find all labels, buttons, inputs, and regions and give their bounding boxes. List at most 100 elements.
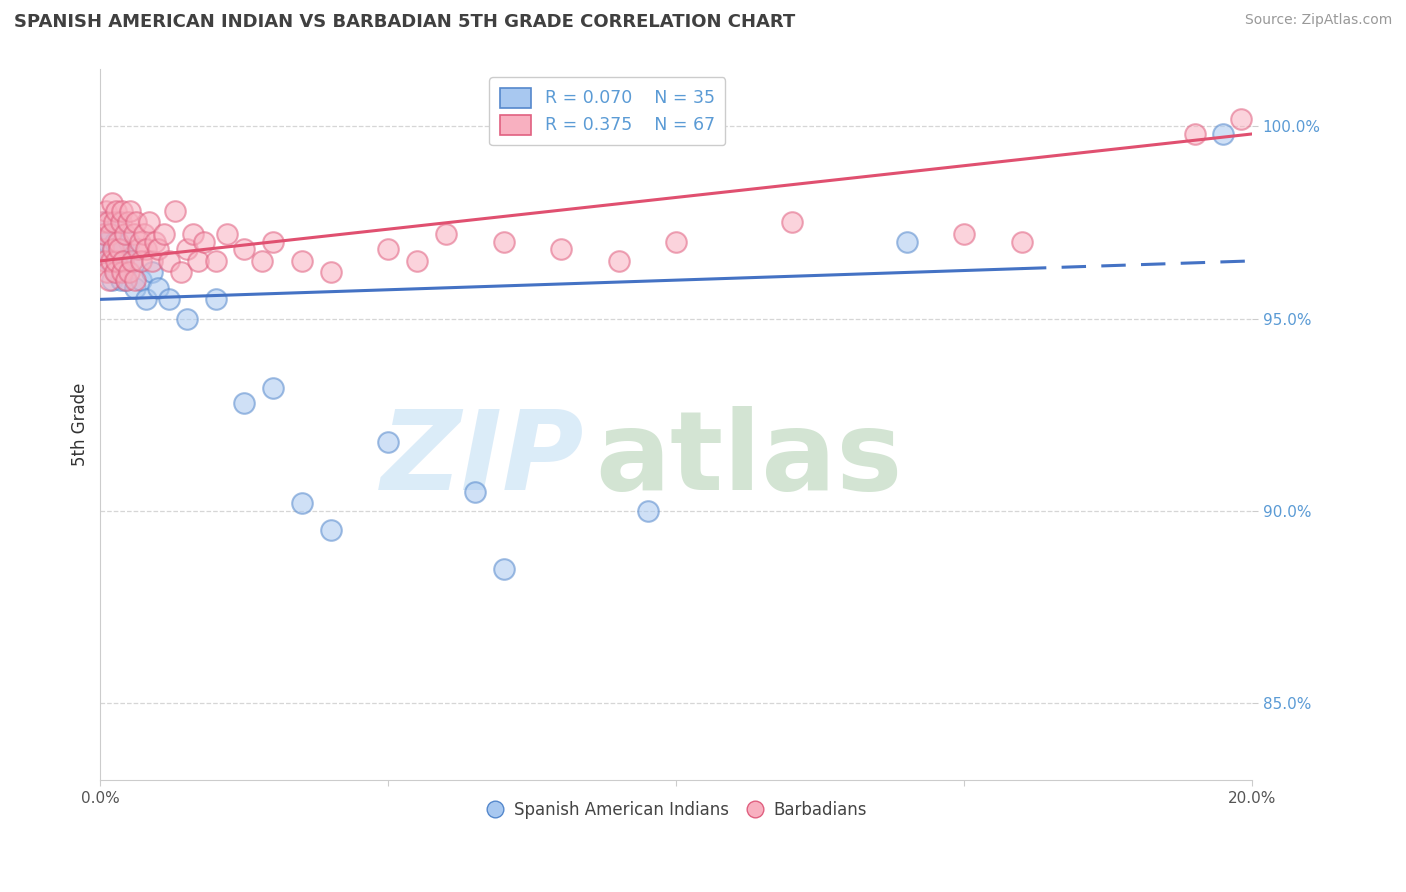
Point (132, 227, 155, 241)
Point (165, 203, 187, 218)
Point (141, 253, 163, 268)
Point (492, 562, 515, 576)
Point (125, 215, 148, 229)
Point (128, 235, 150, 249)
Point (114, 227, 136, 241)
Point (112, 243, 135, 257)
Point (138, 215, 160, 229)
Point (124, 273, 146, 287)
Point (233, 243, 256, 257)
Text: atlas: atlas (596, 407, 903, 514)
Point (105, 265, 128, 279)
Point (111, 203, 134, 218)
Point (115, 273, 138, 287)
Point (1011, 235, 1033, 249)
Point (143, 235, 166, 249)
Point (100, 227, 122, 241)
Point (104, 265, 127, 279)
Point (111, 265, 134, 279)
Point (91, 227, 114, 241)
Point (91, 243, 114, 257)
Point (159, 253, 181, 268)
Point (100, 253, 122, 268)
Point (607, 253, 630, 268)
Point (101, 196, 124, 211)
Point (1184, 127, 1206, 141)
Point (146, 243, 169, 257)
Point (110, 273, 132, 287)
Point (665, 235, 688, 249)
Point (550, 243, 572, 257)
Point (896, 235, 918, 249)
Point (121, 253, 143, 268)
Point (111, 253, 134, 268)
Point (122, 227, 145, 241)
Point (406, 253, 429, 268)
Point (129, 273, 152, 287)
Point (124, 281, 146, 295)
Point (103, 215, 125, 229)
Point (146, 281, 169, 295)
Point (94, 253, 117, 268)
Point (104, 235, 127, 249)
Point (135, 293, 157, 307)
Point (159, 293, 181, 307)
Point (129, 253, 152, 268)
Legend: Spanish American Indians, Barbadians: Spanish American Indians, Barbadians (478, 794, 875, 825)
Point (107, 243, 129, 257)
Point (112, 253, 135, 268)
Point (492, 235, 515, 249)
Point (94, 243, 117, 257)
Point (110, 215, 132, 229)
Point (98, 253, 121, 268)
Point (98, 273, 121, 287)
Y-axis label: 5th Grade: 5th Grade (72, 383, 89, 467)
Point (377, 243, 399, 257)
Point (118, 265, 141, 279)
Point (96, 235, 118, 249)
Point (262, 381, 284, 395)
Point (204, 293, 226, 307)
Point (101, 243, 124, 257)
Point (176, 311, 198, 326)
Point (101, 273, 124, 287)
Point (181, 227, 204, 241)
Point (135, 243, 157, 257)
Point (464, 484, 486, 499)
Text: Source: ZipAtlas.com: Source: ZipAtlas.com (1244, 13, 1392, 28)
Point (94, 215, 117, 229)
Point (127, 243, 149, 257)
Point (319, 265, 342, 279)
Text: ZIP: ZIP (381, 407, 583, 514)
Point (91, 215, 114, 229)
Point (104, 203, 127, 218)
Point (115, 273, 138, 287)
Point (233, 396, 256, 410)
Point (120, 203, 142, 218)
Point (93, 227, 115, 241)
Point (291, 496, 314, 510)
Point (187, 253, 209, 268)
Point (291, 253, 314, 268)
Point (117, 215, 139, 229)
Point (141, 265, 163, 279)
Point (152, 227, 174, 241)
Point (637, 504, 659, 518)
Point (262, 235, 284, 249)
Point (170, 265, 193, 279)
Point (98, 227, 121, 241)
Point (250, 253, 273, 268)
Point (97, 215, 120, 229)
Point (176, 243, 198, 257)
Point (118, 235, 141, 249)
Point (107, 215, 129, 229)
Point (215, 227, 238, 241)
Point (780, 215, 803, 229)
Point (101, 243, 124, 257)
Point (1229, 112, 1251, 126)
Point (1212, 127, 1234, 141)
Point (94, 203, 117, 218)
Text: SPANISH AMERICAN INDIAN VS BARBADIAN 5TH GRADE CORRELATION CHART: SPANISH AMERICAN INDIAN VS BARBADIAN 5TH… (14, 13, 796, 31)
Point (105, 253, 128, 268)
Point (434, 227, 457, 241)
